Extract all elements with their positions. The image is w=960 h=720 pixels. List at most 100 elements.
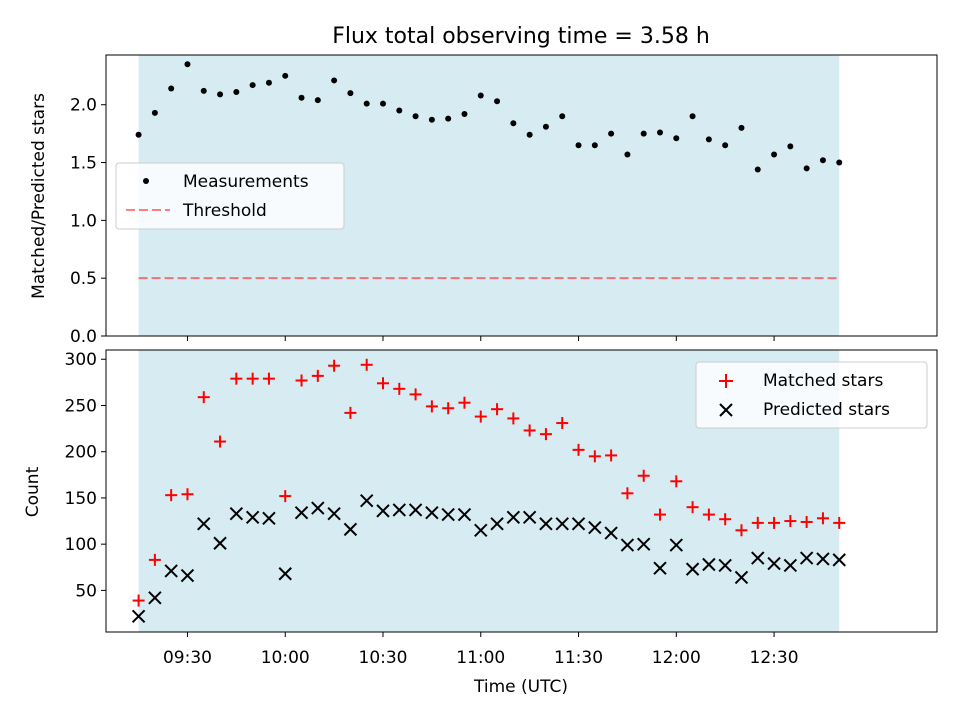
- matched-star-point: [295, 374, 308, 387]
- bottom-y-tick-label: 250: [65, 396, 97, 416]
- matched-star-point: [735, 524, 748, 537]
- measurement-point: [412, 113, 419, 120]
- predicted-star-point: [604, 526, 618, 540]
- measurement-point: [217, 91, 224, 98]
- matched-star-point: [588, 450, 601, 463]
- matched-star-point: [360, 358, 373, 371]
- measurement-point: [510, 120, 517, 127]
- predicted-star-point: [245, 510, 260, 525]
- measurement-point: [591, 142, 598, 149]
- bottom-y-tick-label: 200: [65, 443, 97, 463]
- matched-star-point: [425, 400, 438, 413]
- measurement-point: [803, 165, 810, 172]
- top-y-tick-label: 1.0: [70, 211, 97, 231]
- predicted-star-point: [685, 562, 700, 576]
- predicted-star-point: [816, 552, 830, 566]
- measurement-point: [575, 142, 582, 149]
- bottom-y-tick-label: 300: [65, 350, 97, 370]
- matched-star-point: [181, 488, 194, 501]
- chart-title: Flux total observing time = 3.58 h: [332, 24, 710, 49]
- matched-star-point: [165, 489, 178, 502]
- measurement-point: [738, 124, 745, 131]
- top-y-axis-label: Matched/Predicted stars: [29, 93, 49, 299]
- predicted-star-point: [441, 507, 455, 522]
- predicted-star-point: [718, 558, 732, 573]
- measurement-point: [673, 135, 680, 142]
- top-panel: 0.00.51.01.52.0 Matched/Predicted stars …: [29, 54, 938, 347]
- matched-star-point: [279, 490, 292, 503]
- measurement-point: [608, 130, 615, 137]
- legend-matched-marker: [719, 374, 733, 388]
- matched-star-point: [816, 512, 829, 525]
- predicted-star-point: [408, 503, 423, 517]
- predicted-star-point: [767, 556, 781, 571]
- matched-star-point: [670, 475, 683, 488]
- predicted-star-point: [343, 522, 358, 537]
- predicted-star-point: [588, 520, 602, 535]
- measurement-point: [428, 116, 435, 123]
- predicted-star-point: [180, 568, 195, 583]
- matched-star-point: [311, 369, 324, 382]
- top-axes-frame: [105, 54, 938, 337]
- bottom-y-tick-label: 100: [65, 535, 97, 555]
- predicted-star-point: [702, 557, 716, 572]
- bottom-y-tick-label: 150: [65, 489, 97, 509]
- x-axis-label: Time (UTC): [473, 677, 568, 697]
- legend-matched-label: Matched stars: [763, 371, 883, 391]
- predicted-star-point: [620, 538, 635, 552]
- predicted-star-point: [229, 506, 244, 521]
- measurement-point: [151, 109, 158, 116]
- predicted-star-point: [571, 517, 586, 531]
- matched-star-point: [458, 396, 471, 409]
- measurement-point: [705, 136, 712, 143]
- predicted-star-point: [311, 501, 325, 515]
- matched-star-point: [523, 424, 536, 437]
- matched-star-point: [800, 515, 813, 528]
- measurement-point: [787, 143, 794, 150]
- measurement-point: [184, 61, 191, 68]
- predicted-star-point: [734, 570, 749, 585]
- matched-star-point: [539, 428, 552, 441]
- measurement-point: [298, 94, 305, 101]
- bottom-y-tick-label: 50: [75, 581, 97, 601]
- measurement-point: [461, 110, 468, 117]
- measurement-point: [282, 72, 289, 79]
- top-legend: Measurements Threshold: [115, 162, 345, 230]
- measurement-point: [624, 151, 631, 158]
- measurement-point: [754, 166, 761, 173]
- measurement-point: [819, 157, 826, 164]
- measurement-point: [265, 79, 272, 86]
- predicted-star-point: [832, 553, 846, 567]
- predicted-star-point: [376, 504, 390, 518]
- predicted-star-point: [294, 506, 309, 520]
- predicted-star-point: [669, 538, 684, 552]
- predicted-star-point: [164, 564, 178, 578]
- predicted-star-point: [425, 506, 439, 520]
- predicted-star-point: [555, 517, 569, 531]
- predicted-star-point: [636, 537, 651, 551]
- predicted-star-point: [392, 503, 407, 517]
- matched-star-point: [148, 553, 161, 566]
- measurement-point: [233, 89, 240, 96]
- matched-star-point: [197, 391, 210, 404]
- measurement-point: [200, 87, 207, 94]
- predicted-star-point: [539, 517, 553, 531]
- matched-star-point: [768, 516, 781, 529]
- measurement-point: [836, 159, 843, 166]
- predicted-star-point: [783, 558, 798, 573]
- measurement-point: [347, 90, 354, 97]
- bottom-y-axis-label: Count: [23, 466, 43, 517]
- matched-star-point: [344, 406, 357, 419]
- predicted-star-point: [262, 511, 276, 525]
- x-tick-label: 11:30: [554, 648, 603, 668]
- matched-star-point: [377, 377, 389, 390]
- top-y-tick-label: 1.5: [70, 154, 97, 174]
- measurement-point: [331, 77, 338, 84]
- top-y-tick-label: 2.0: [70, 96, 97, 116]
- measurement-point: [689, 113, 696, 120]
- legend-predicted-marker: [719, 403, 733, 417]
- predicted-star-point: [327, 506, 341, 521]
- predicted-star-point: [457, 507, 472, 522]
- x-tick-label: 11:00: [456, 648, 505, 668]
